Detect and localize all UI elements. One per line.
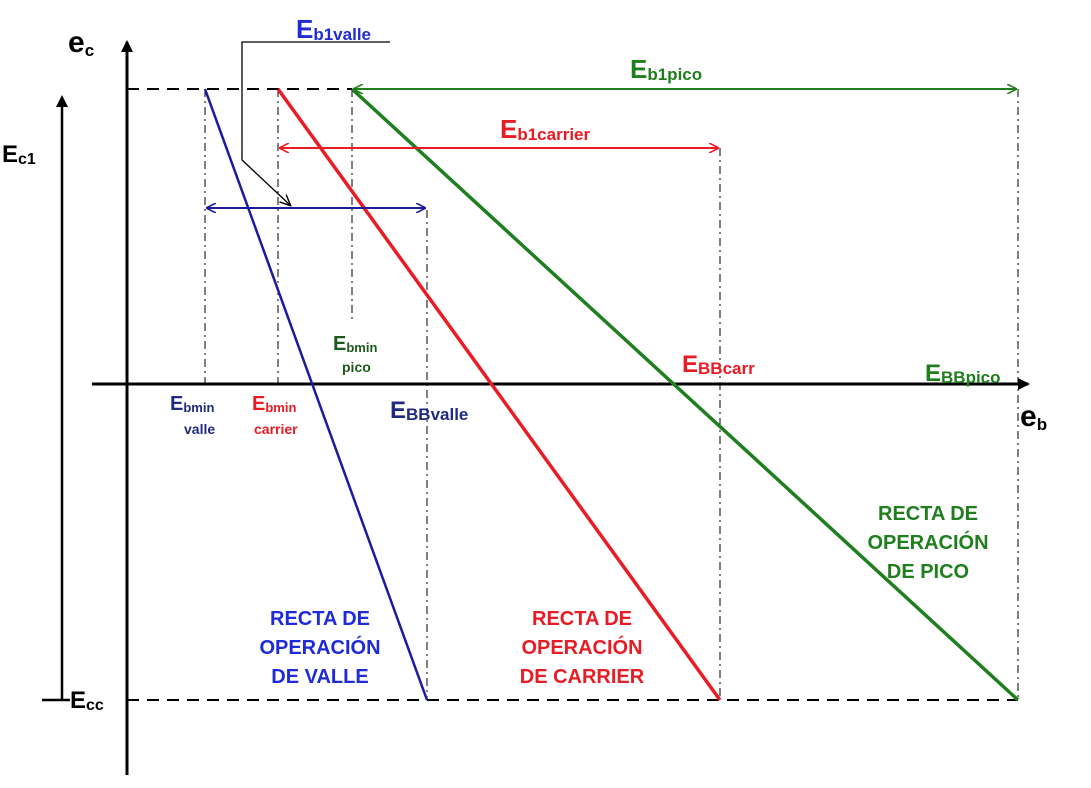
ebb-valle-label: EBBvalle <box>390 397 468 424</box>
line-valle <box>203 88 429 701</box>
ebmin-pico-second-line: pico <box>342 359 371 375</box>
eb1carrier-label: Eb1carrier <box>500 114 591 144</box>
valle-caption-line-2: OPERACIÓN <box>259 635 380 659</box>
carrier-caption-line-1: RECTA DE <box>532 608 632 630</box>
ebmin-carrier-label: Ebmin <box>252 393 296 415</box>
pico-caption-line-3: DE PICO <box>887 561 969 583</box>
carrier-caption-line-2: OPERACIÓN <box>521 635 642 659</box>
valle-caption: RECTA DE OPERACIÓN DE VALLE <box>259 608 380 688</box>
ebb-pico-label: EBBpico <box>925 360 1001 387</box>
carrier-caption: RECTA DE OPERACIÓN DE CARRIER <box>520 608 645 688</box>
pico-caption-line-1: RECTA DE <box>878 503 978 525</box>
eb-axis-label: eb <box>1020 400 1047 434</box>
ebmin-carrier-second-line: carrier <box>254 421 298 437</box>
pico-caption: RECTA DE OPERACIÓN DE PICO <box>867 503 988 583</box>
eb1valle-label: Eb1valle <box>296 14 371 44</box>
ebmin-pico-label: Ebmin <box>333 333 377 355</box>
dash-dot-guides <box>204 89 1019 700</box>
pico-caption-line-2: OPERACIÓN <box>867 530 988 554</box>
line-carrier <box>276 87 722 702</box>
ec1-label: Ec1 <box>2 141 36 168</box>
valle-caption-line-1: RECTA DE <box>270 608 370 630</box>
valle-caption-line-3: DE VALLE <box>271 666 368 688</box>
eb1valle-callout-leader <box>241 41 390 205</box>
ecc-label: Ecc <box>70 687 104 714</box>
line-pico <box>350 87 1020 702</box>
ebmin-valle-second-line: valle <box>184 421 215 437</box>
ec-axis-label: ec <box>68 26 94 60</box>
carrier-caption-line-3: DE CARRIER <box>520 666 645 688</box>
ebmin-valle-label: Ebmin <box>170 393 214 415</box>
eb1pico-label: Eb1pico <box>630 54 702 84</box>
ebb-carr-label: EBBcarr <box>682 351 755 378</box>
